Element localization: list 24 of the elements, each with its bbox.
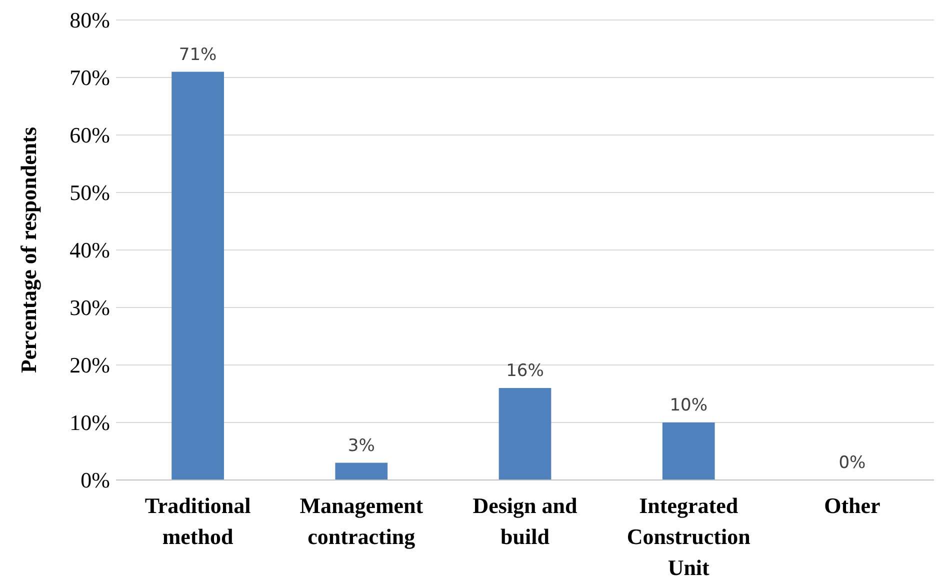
x-tick-label: Management contracting	[300, 493, 424, 549]
bar	[335, 462, 388, 480]
data-label: 10%	[670, 396, 708, 416]
y-tick-label: 70%	[70, 65, 110, 90]
y-tick-label: 50%	[70, 180, 110, 206]
bar	[498, 388, 552, 480]
x-tick-label: Other	[824, 493, 881, 518]
data-label: 71%	[178, 44, 217, 65]
x-tick-label: Integrated Construction Unit	[626, 493, 750, 578]
y-tick-label: 40%	[70, 238, 110, 263]
data-label: 0%	[838, 453, 866, 473]
y-tick-label: 60%	[70, 122, 110, 148]
y-tick-label: 30%	[70, 295, 110, 320]
y-tick-label: 0%	[80, 468, 110, 493]
y-tick-label: 10%	[70, 410, 110, 436]
x-tick-label: Traditional method	[144, 493, 251, 549]
x-tick-label: Design and build	[472, 493, 578, 549]
data-label: 16%	[506, 361, 544, 381]
y-axis-title: Percentage of respondents	[16, 126, 41, 374]
bar	[662, 422, 715, 480]
y-tick-label: 80%	[70, 8, 110, 33]
data-label: 3%	[348, 436, 375, 456]
bar	[172, 72, 224, 480]
y-tick-label: 20%	[70, 352, 110, 378]
